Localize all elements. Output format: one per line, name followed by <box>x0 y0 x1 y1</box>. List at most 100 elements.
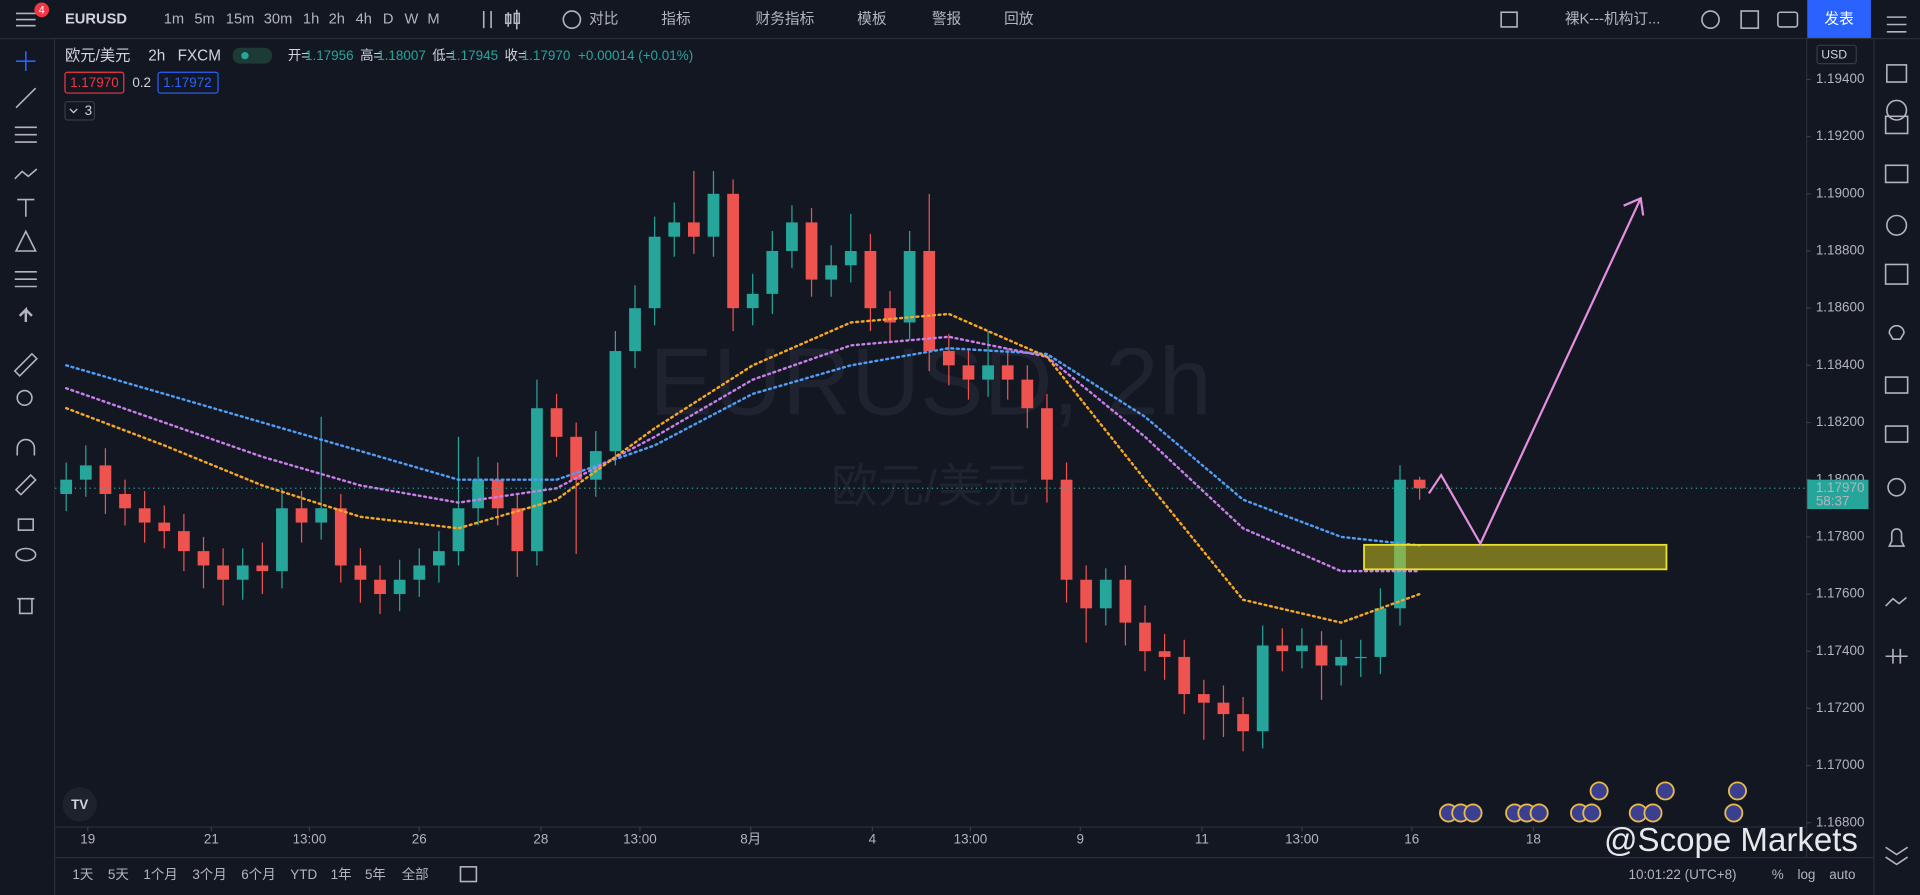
candle-body <box>295 508 308 523</box>
replay[interactable]: 回放 <box>1004 10 1034 27</box>
event-icons[interactable] <box>1439 781 1747 823</box>
snapshot-icon[interactable] <box>1777 11 1799 28</box>
candle-body <box>491 479 504 509</box>
chevron <box>69 108 78 114</box>
auto-toggle[interactable]: auto <box>1829 867 1855 882</box>
low-value: 1.17945 <box>449 48 498 63</box>
candle-body <box>393 579 406 595</box>
range-button[interactable]: 3个月 <box>192 867 226 882</box>
range-button[interactable]: YTD <box>290 867 317 882</box>
x-tick-label: 21 <box>204 831 219 846</box>
settings-icon[interactable] <box>1701 10 1720 29</box>
candle-body <box>315 508 328 523</box>
spread: 0.2 <box>132 75 151 90</box>
candle-body <box>1158 651 1171 657</box>
percent-toggle[interactable]: % <box>1772 867 1784 882</box>
status-pill[interactable] <box>232 47 272 64</box>
candle-body <box>256 565 269 572</box>
collapse-box[interactable] <box>64 101 95 121</box>
interval[interactable]: 1m <box>164 11 184 27</box>
interval[interactable]: 15m <box>226 11 255 27</box>
range-button[interactable]: 1个月 <box>143 867 177 882</box>
candle-body <box>1237 714 1249 732</box>
interval[interactable]: 4h <box>356 11 372 27</box>
candle-body <box>589 451 602 480</box>
candle-body <box>1099 579 1112 609</box>
interval[interactable]: 1h <box>303 11 319 27</box>
buy-box[interactable] <box>157 71 219 94</box>
x-tick-label: 16 <box>1404 831 1419 846</box>
candle-body <box>962 365 975 380</box>
x-tick-label: 26 <box>412 831 427 846</box>
currency[interactable]: USD <box>1821 47 1847 61</box>
compare-icon <box>562 10 582 29</box>
brand-watermark: @Scope Markets <box>1604 822 1858 859</box>
candle-body <box>452 508 465 552</box>
candle-body <box>766 251 779 294</box>
y-tick-label: 1.18200 <box>1816 414 1865 429</box>
candle-body <box>158 522 171 532</box>
candle-body <box>79 465 92 480</box>
sell-box[interactable] <box>64 71 125 94</box>
open-value: 1.17956 <box>305 48 354 63</box>
interval[interactable]: D <box>383 11 394 27</box>
interval[interactable]: M <box>427 11 439 27</box>
projection-arrow[interactable] <box>1428 196 1645 547</box>
x-tick-label: 8月 <box>740 831 761 846</box>
layout-icon[interactable] <box>1500 11 1518 28</box>
layout-name[interactable]: 裸K---机构订... <box>1565 10 1660 27</box>
candle-body <box>844 251 857 266</box>
indicators[interactable]: 指标 <box>661 10 691 27</box>
ask[interactable]: 1.17972 <box>163 75 212 90</box>
range-button[interactable]: 1年 <box>331 867 352 882</box>
right-sidebar-icons[interactable] <box>1884 16 1909 866</box>
interval[interactable]: 2h <box>329 11 345 27</box>
candle-body <box>1178 656 1191 695</box>
range-button[interactable]: 5天 <box>108 867 129 882</box>
fullscreen-icon[interactable] <box>1740 10 1760 29</box>
legend-symbol: 欧元/美元 <box>65 47 130 64</box>
log-toggle[interactable]: log <box>1797 867 1815 882</box>
bid[interactable]: 1.17970 <box>70 75 119 90</box>
candle-body <box>1413 479 1426 489</box>
candle-body <box>786 222 798 252</box>
range-button[interactable]: 6个月 <box>241 867 275 882</box>
drawing-tools[interactable] <box>13 51 38 615</box>
top-toolbar <box>0 0 1920 38</box>
range-button[interactable]: 5年 <box>365 867 386 882</box>
candle-body <box>648 236 661 309</box>
y-tick-label: 1.17200 <box>1816 700 1865 715</box>
zone-rectangle[interactable] <box>1363 543 1668 571</box>
plot-area[interactable] <box>55 39 1807 827</box>
logo-mark: TV <box>71 797 88 812</box>
candle-body <box>334 508 347 566</box>
range-button[interactable]: 1天 <box>72 867 93 882</box>
menu-icon[interactable] <box>16 12 36 27</box>
candle-body <box>217 565 229 580</box>
interval[interactable]: 5m <box>194 11 214 27</box>
indicator-count[interactable]: 3 <box>85 103 92 118</box>
alert[interactable]: 警报 <box>932 10 962 27</box>
range-button[interactable]: 全部 <box>402 866 429 882</box>
interval[interactable]: W <box>405 11 419 27</box>
interval[interactable]: 30m <box>264 11 293 27</box>
y-tick-label: 1.19400 <box>1816 71 1865 86</box>
symbol[interactable]: EURUSD <box>65 11 127 27</box>
close-label: 收= <box>505 48 526 63</box>
publish-label[interactable]: 发表 <box>1824 10 1854 27</box>
candle-body <box>1119 579 1132 623</box>
countdown: 58:37 <box>1816 493 1850 508</box>
candle-body <box>884 308 896 323</box>
templates[interactable]: 模板 <box>857 9 887 27</box>
currency-box[interactable] <box>1816 44 1857 65</box>
goto-icon[interactable] <box>459 866 478 883</box>
candle-body <box>1060 479 1073 580</box>
publish-button[interactable] <box>1807 0 1871 38</box>
candle-body <box>413 565 426 580</box>
financials[interactable]: 财务指标 <box>756 10 815 27</box>
compare[interactable]: 对比 <box>589 10 618 27</box>
candle-body <box>138 508 151 523</box>
logo[interactable] <box>62 787 97 822</box>
candle-body <box>687 222 700 237</box>
x-tick-label: 4 <box>869 831 877 846</box>
